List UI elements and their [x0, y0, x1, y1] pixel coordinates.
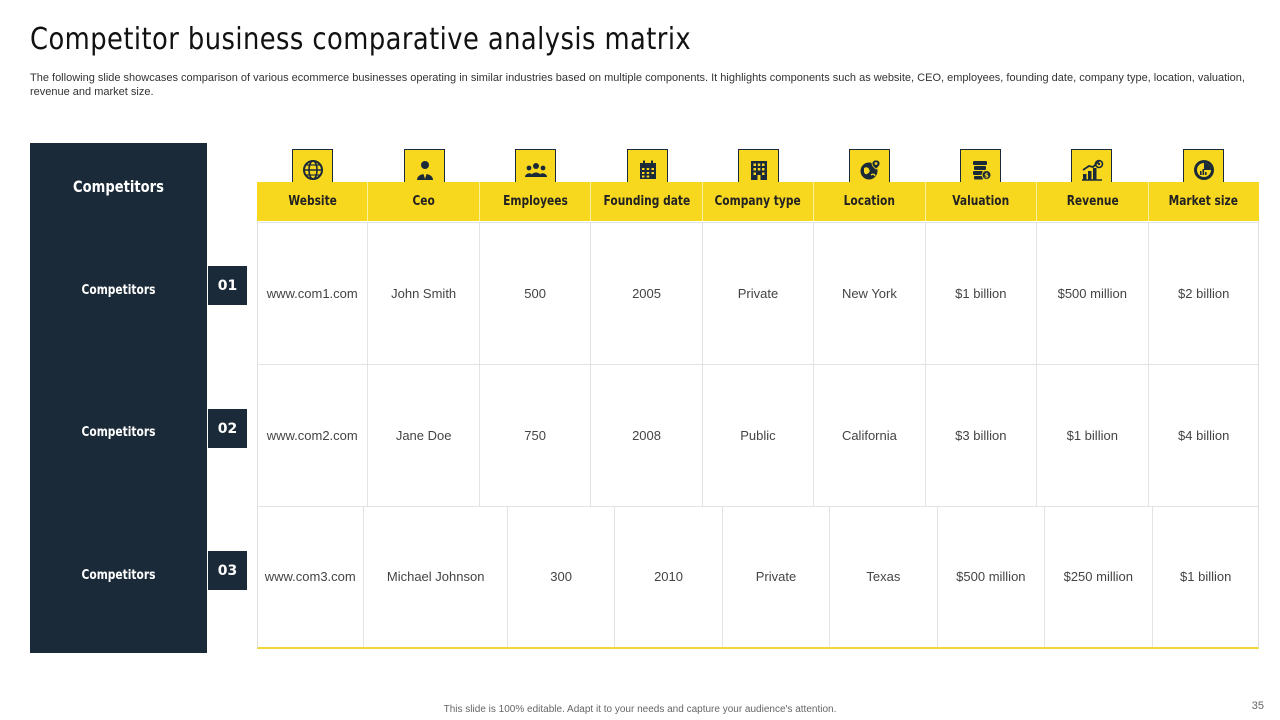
cell-employees: 300 [508, 507, 616, 647]
cell-market-size: $1 billion [1180, 569, 1232, 584]
column-header-valuation: Valuation [926, 182, 1038, 221]
cell-ceo: John Smith [368, 223, 480, 364]
competitor-label-3: Competitors [81, 568, 156, 583]
column-header-employees: Employees [480, 182, 592, 221]
cell-market-size: $4 billion [1178, 427, 1230, 443]
table-row: www.com2.com Jane Doe 750 2008 Public Ca… [257, 364, 1259, 506]
cell-website: www.com2.com [257, 365, 369, 506]
column-header-location: Location [814, 182, 926, 221]
table-row: www.com3.com Michael Johnson 300 2010 Pr… [257, 506, 1259, 647]
column-header-company-type: Company type [703, 182, 815, 221]
cell-ceo: Jane Doe [368, 365, 480, 506]
table-row: www.com1.com John Smith 500 2005 Private… [257, 222, 1259, 364]
competitor-label-1: Competitors [81, 283, 156, 298]
cell-revenue: $500 million [1037, 223, 1149, 364]
column-header-ceo: Ceo [368, 182, 480, 221]
slide-title: Competitor business comparative analysis… [30, 22, 692, 57]
slide-subtitle: The following slide showcases comparison… [30, 72, 1245, 98]
column-header-revenue: Revenue [1037, 182, 1149, 221]
cell-market-size: $2 billion [1178, 285, 1230, 301]
column-header-market-size: Market size [1169, 194, 1239, 209]
cell-location: California [814, 365, 926, 506]
page-number: 35 [1251, 700, 1264, 712]
cell-ceo: Michael Johnson [364, 507, 508, 647]
column-header-founding-date: Founding date [591, 182, 703, 221]
competitor-number-2: 02 [208, 409, 247, 448]
competitors-panel: Competitors Competitors Competitors Comp… [30, 143, 207, 653]
cell-founding-date: 2010 [615, 507, 723, 647]
matrix-header-row: Website Ceo Employees Founding date Comp… [257, 182, 1259, 221]
competitor-label-2: Competitors [81, 425, 156, 440]
cell-valuation: $3 billion [926, 365, 1038, 506]
cell-location: New York [814, 223, 926, 364]
cell-revenue: $1 billion [1037, 365, 1149, 506]
cell-website: www.com3.com [257, 507, 365, 647]
competitor-number-1: 01 [208, 266, 247, 305]
cell-employees: 500 [480, 223, 592, 364]
cell-company-type: Private [723, 507, 831, 647]
panel-heading: Competitors [73, 177, 164, 196]
cell-website: www.com1.com [257, 223, 369, 364]
cell-location: Texas [830, 507, 938, 647]
column-header-website: Website [257, 182, 369, 221]
svg-text:$: $ [984, 171, 989, 179]
cell-founding-date: 2005 [591, 223, 703, 364]
cell-company-type: Public [703, 365, 815, 506]
cell-valuation: $1 billion [926, 223, 1038, 364]
cell-employees: 750 [480, 365, 592, 506]
slide-footer: This slide is 100% editable. Adapt it to… [443, 704, 837, 715]
competitor-number-3: 03 [208, 551, 247, 590]
cell-revenue: $250 million [1045, 507, 1153, 647]
cell-founding-date: 2008 [591, 365, 703, 506]
cell-company-type: Private [703, 223, 815, 364]
cell-valuation: $500 million [938, 507, 1046, 647]
